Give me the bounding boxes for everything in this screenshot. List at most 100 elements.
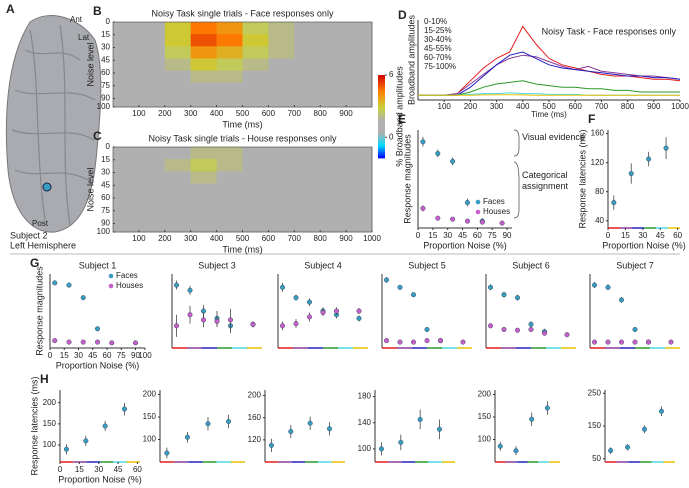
- x-tick-label: 400: [516, 102, 530, 111]
- heatmap-cell: [242, 147, 269, 160]
- data-point: [501, 327, 507, 333]
- legend-entry: 0-10%: [424, 17, 447, 26]
- legend-entry: Houses: [483, 207, 510, 216]
- heatmap-cell: [190, 207, 217, 221]
- y-tick-label: 45: [101, 55, 110, 64]
- data-point: [464, 200, 470, 206]
- heatmap-cell: [242, 58, 269, 71]
- colorbar-cell: [378, 95, 385, 99]
- colorbar-cell: [378, 104, 385, 107]
- x-tick-label: 60: [133, 465, 142, 474]
- colorbar-cell: [378, 75, 385, 78]
- data-point: [420, 139, 426, 145]
- heatmap-cell: [190, 34, 217, 47]
- x-tick-label: 45: [656, 231, 665, 240]
- y-tick-label: 60: [101, 193, 110, 202]
- data-point: [417, 416, 423, 422]
- heatmap-cell: [190, 159, 217, 172]
- heatmap-cell: [216, 219, 243, 233]
- heatmap-cell: [268, 171, 295, 184]
- x-tick-label: 600: [569, 102, 583, 111]
- heatmap-cell: [113, 46, 140, 59]
- heatmap-cell: [346, 183, 373, 196]
- data-point: [658, 408, 664, 414]
- heatmap-cell: [242, 207, 269, 221]
- x-axis-label: Proportion Noise (%): [423, 240, 507, 250]
- x-tick-label: 300: [490, 102, 504, 111]
- heatmap-cell: [268, 82, 295, 96]
- data-point: [280, 284, 286, 290]
- legend-marker: [475, 209, 481, 215]
- data-point: [226, 419, 232, 425]
- heatmap-cell: [242, 46, 269, 59]
- legend-marker: [108, 273, 114, 279]
- heatmap-cell: [346, 159, 373, 172]
- x-tick-label: 0: [606, 231, 611, 240]
- heatmap-cell: [242, 195, 269, 209]
- colorbar-cell: [378, 124, 385, 128]
- chart-title: Noisy Task single trials - Face response…: [152, 8, 334, 18]
- legend-entry: 15-25%: [424, 26, 452, 35]
- x-tick-label: 100: [438, 102, 452, 111]
- data-point: [334, 308, 340, 314]
- data-point: [307, 314, 313, 320]
- heatmap-cell: [138, 195, 166, 209]
- panel-label: D: [398, 8, 407, 22]
- heatmap-cell: [320, 207, 347, 221]
- y-tick-label: 100: [97, 227, 111, 236]
- brace: [513, 129, 520, 157]
- data-point: [424, 338, 430, 344]
- data-point: [619, 297, 625, 303]
- data-point: [411, 292, 417, 298]
- heatmap-cell: [242, 94, 269, 108]
- x-tick-label: 0: [416, 231, 421, 240]
- y-tick-label: 75: [101, 81, 110, 90]
- data-point: [488, 323, 494, 329]
- x-tick-label: 1000: [671, 102, 689, 111]
- heatmap-cell: [138, 207, 166, 221]
- line-series: [418, 54, 681, 96]
- x-tick-label: 400: [210, 109, 224, 118]
- heatmap-cell: [294, 207, 321, 221]
- y-tick-label: 120: [248, 435, 262, 444]
- data-point: [513, 448, 519, 454]
- colorbar-cell: [378, 133, 385, 136]
- x-tick-label: 0: [48, 351, 53, 360]
- y-axis-label: Response magnitudes: [402, 134, 412, 224]
- heatmap-cell: [320, 183, 347, 196]
- data-point: [528, 321, 534, 327]
- colorbar-cell: [378, 131, 385, 134]
- data-point: [397, 284, 403, 290]
- colorbar-cell: [378, 93, 385, 97]
- y-tick-label: 45: [101, 180, 110, 189]
- x-tick-label: 30: [443, 231, 452, 240]
- heatmap-cell: [346, 195, 373, 209]
- y-tick-label: 250: [588, 388, 602, 397]
- y-tick-label: 150: [43, 419, 57, 428]
- heatmap-cell: [216, 34, 243, 47]
- heatmap-cell: [268, 219, 295, 233]
- x-tick-label: 200: [158, 234, 172, 243]
- x-axis-label: Proportion Noise (%): [602, 240, 686, 250]
- orientation-label: Post: [32, 219, 49, 228]
- colorbar-cell: [378, 116, 385, 119]
- x-tick-label: 600: [262, 109, 276, 118]
- colorbar-cell: [378, 120, 385, 124]
- legend-marker: [475, 199, 481, 205]
- heatmap-cell: [242, 70, 269, 84]
- heatmap-cell: [320, 94, 347, 108]
- data-point: [83, 438, 89, 444]
- colorbar-cell: [378, 135, 385, 138]
- data-point: [52, 280, 58, 286]
- y-tick-label: 100: [43, 440, 57, 449]
- legend-entry: Faces: [116, 271, 138, 280]
- heatmap-cell: [164, 183, 192, 196]
- data-point: [619, 339, 625, 345]
- data-point: [450, 158, 456, 164]
- y-tick-label: 150: [143, 412, 157, 421]
- heatmap-cell: [113, 34, 140, 47]
- annotation: Categorical assignment: [522, 170, 569, 191]
- data-point: [501, 292, 507, 298]
- colorbar-cell: [378, 83, 385, 86]
- x-tick-label: 700: [288, 234, 302, 243]
